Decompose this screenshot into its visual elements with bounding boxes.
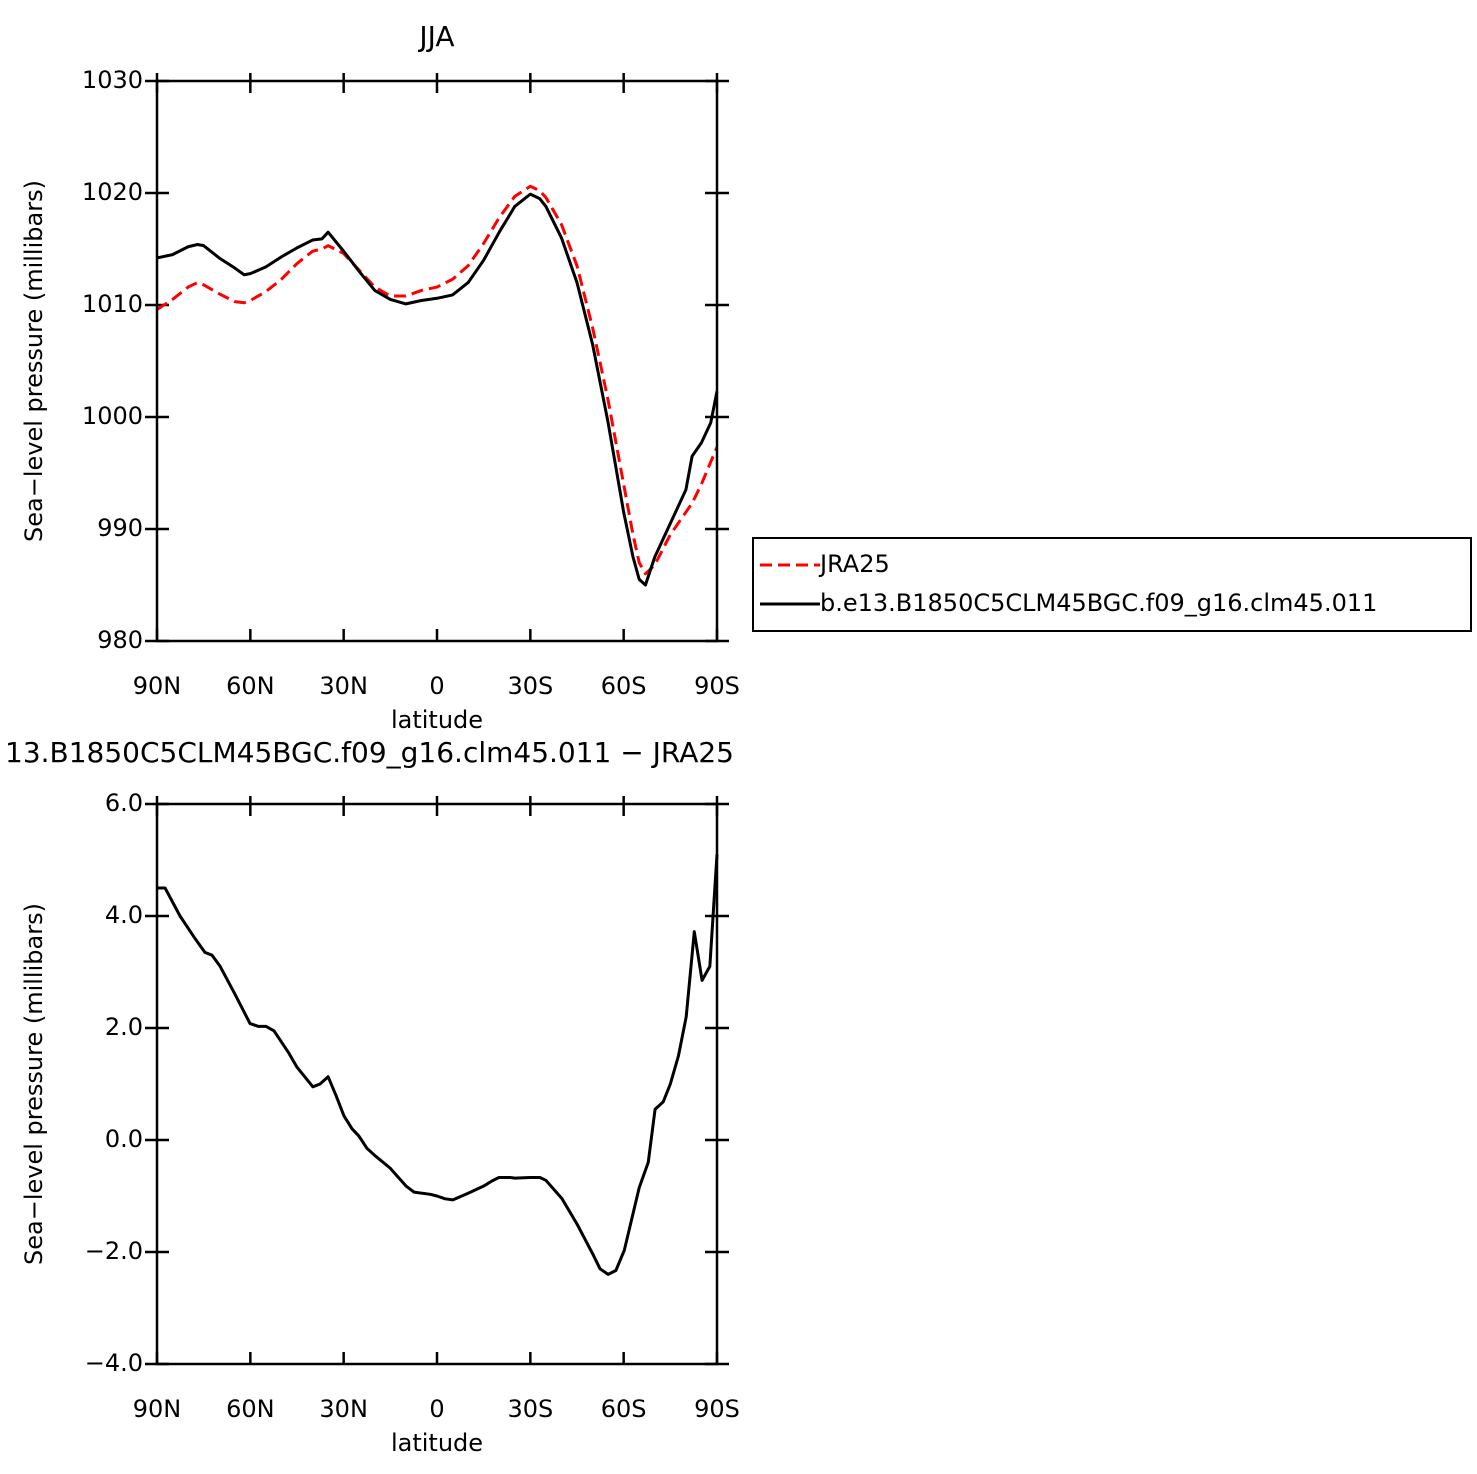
x-tick-label: 90S [694,672,740,700]
chart-title: JJA [417,20,454,53]
y-tick-label: −2.0 [85,1237,143,1265]
x-tick-label: 90N [133,672,182,700]
x-tick-label: 30N [319,672,368,700]
data-line [156,184,719,576]
y-axis-label: Sea−level pressure (millibars) [20,180,48,542]
y-tick-label: 1010 [82,290,143,318]
y-tick-label: 1030 [82,66,143,94]
plot-frame [155,802,719,1366]
x-tick-label: 60S [601,672,647,700]
x-tick-label: 0 [429,672,444,700]
x-axis-label: latitude [391,706,483,734]
y-tick-label: 6.0 [105,789,143,817]
y-tick-label: 1020 [82,178,143,206]
data-line [156,192,719,587]
legend-label: JRA25 [818,550,890,578]
x-tick-label: 60S [601,1395,647,1423]
y-tick-label: 0.0 [105,1125,143,1153]
x-tick-label: 0 [429,1395,444,1423]
x-tick-label: 90S [694,1395,740,1423]
y-axis-label: Sea−level pressure (millibars) [20,903,48,1265]
chart-title: 13.B1850C5CLM45BGC.f09_g16.clm45.011 − J… [5,736,734,769]
y-tick-label: 1000 [82,402,143,430]
legend-label: b.e13.B1850C5CLM45BGC.f09_g16.clm45.011 [820,589,1377,617]
x-tick-label: 60N [226,1395,275,1423]
data-line [157,854,719,1276]
x-tick-label: 30N [319,1395,368,1423]
y-tick-label: 2.0 [105,1013,143,1041]
x-tick-label: 30S [507,1395,553,1423]
y-tick-label: −4.0 [85,1349,143,1377]
x-tick-label: 90N [133,1395,182,1423]
x-tick-label: 30S [507,672,553,700]
plot-frame [155,79,719,643]
y-tick-label: 980 [97,626,143,654]
y-tick-label: 4.0 [105,901,143,929]
y-tick-label: 990 [97,514,143,542]
legend-box [752,537,1472,632]
x-axis-label: latitude [391,1429,483,1457]
x-tick-label: 60N [226,672,275,700]
